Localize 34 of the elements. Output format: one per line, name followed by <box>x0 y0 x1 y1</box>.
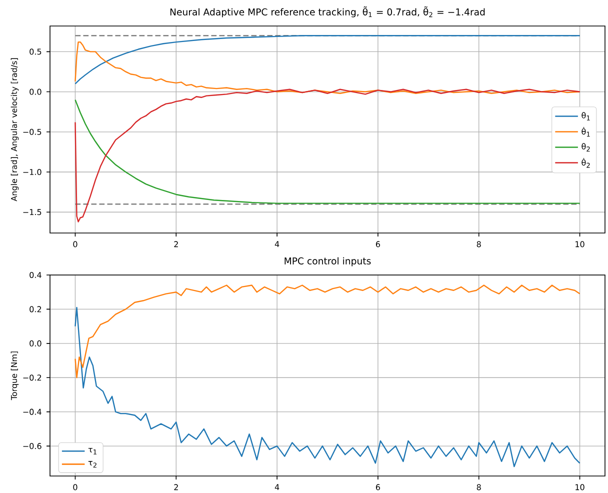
y-tick-label: 0.0 <box>30 340 42 346</box>
y-tick-label: −0.5 <box>23 128 42 135</box>
chart-title: MPC control inputs <box>284 257 371 266</box>
x-tick-label: 6 <box>376 241 380 248</box>
y-tick-label: −0.6 <box>23 443 42 450</box>
y-axis-title: Torque [Nm] <box>10 352 19 400</box>
x-tick-label: 0 <box>73 241 78 248</box>
legend-label: τ$_{1}$ <box>88 448 96 454</box>
legend-label: θ̇$_{2}$ <box>582 158 590 168</box>
line-series <box>74 306 580 468</box>
y-tick-label: −1.5 <box>23 209 42 216</box>
x-tick-label: 2 <box>174 484 178 490</box>
chart-title: Neural Adaptive MPC reference tracking, θ̃$_{1}$ = 0.7rad, θ̃$_{2}$ = −1.4rad <box>170 6 485 18</box>
legend-label: θ̇$_{1}$ <box>582 126 590 137</box>
x-tick-label: 4 <box>274 484 280 490</box>
legend-label: θ$_{1}$ <box>582 112 590 120</box>
x-tick-label: 8 <box>476 241 481 248</box>
x-tick-label: 2 <box>174 241 178 248</box>
y-tick-label: −1.0 <box>23 168 42 176</box>
y-tick-label: 0.5 <box>30 48 42 55</box>
legend-label: θ$_{2}$ <box>582 143 590 152</box>
x-tick-label: 10 <box>576 241 584 248</box>
x-tick-label: 4 <box>274 241 280 247</box>
y-tick-label: 0.0 <box>30 88 42 95</box>
x-tick-label: 10 <box>576 484 584 490</box>
x-tick-label: 8 <box>476 484 481 490</box>
y-tick-label: −0.4 <box>23 408 42 415</box>
y-tick-label: 0.4 <box>30 272 42 278</box>
y-tick-label: −0.2 <box>23 374 42 381</box>
x-tick-label: 6 <box>376 484 380 490</box>
x-tick-label: 0 <box>73 484 78 490</box>
y-axis-title: Angle [rad], Angular velocity [rad/s] <box>10 58 19 202</box>
legend-label: τ$_{2}$ <box>88 461 96 468</box>
y-tick-label: 0.2 <box>30 306 42 312</box>
